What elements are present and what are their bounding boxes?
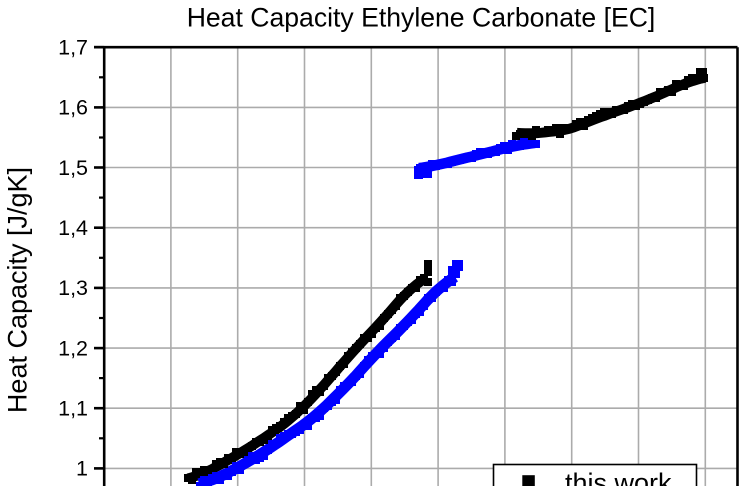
svg-text:1,3: 1,3 [58,276,88,300]
svg-text:Heat Capacity Ethylene Carbona: Heat Capacity Ethylene Carbonate [EC] [187,3,656,33]
svg-text:1,5: 1,5 [58,156,88,180]
svg-text:1,4: 1,4 [58,216,88,240]
svg-text:1: 1 [76,457,88,481]
svg-text:1,2: 1,2 [58,336,88,360]
svg-text:Heat Capacity [J/gK]: Heat Capacity [J/gK] [3,167,33,413]
svg-text:1,1: 1,1 [58,397,88,421]
svg-text:1,7: 1,7 [58,36,88,60]
svg-text:this work: this work [565,468,672,486]
svg-text:1,6: 1,6 [58,96,88,120]
